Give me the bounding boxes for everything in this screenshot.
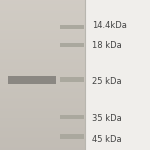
Bar <box>60 43 84 47</box>
Bar <box>60 115 84 119</box>
Text: 35 kDa: 35 kDa <box>92 114 122 123</box>
Bar <box>60 134 84 139</box>
Bar <box>85 0 150 150</box>
Bar <box>60 77 84 82</box>
Bar <box>0 0 85 150</box>
Text: 14.4kDa: 14.4kDa <box>92 21 127 30</box>
Bar <box>60 25 84 29</box>
Text: 45 kDa: 45 kDa <box>92 135 122 144</box>
Text: 18 kDa: 18 kDa <box>92 40 122 50</box>
Bar <box>8 76 56 84</box>
Text: 25 kDa: 25 kDa <box>92 76 122 85</box>
